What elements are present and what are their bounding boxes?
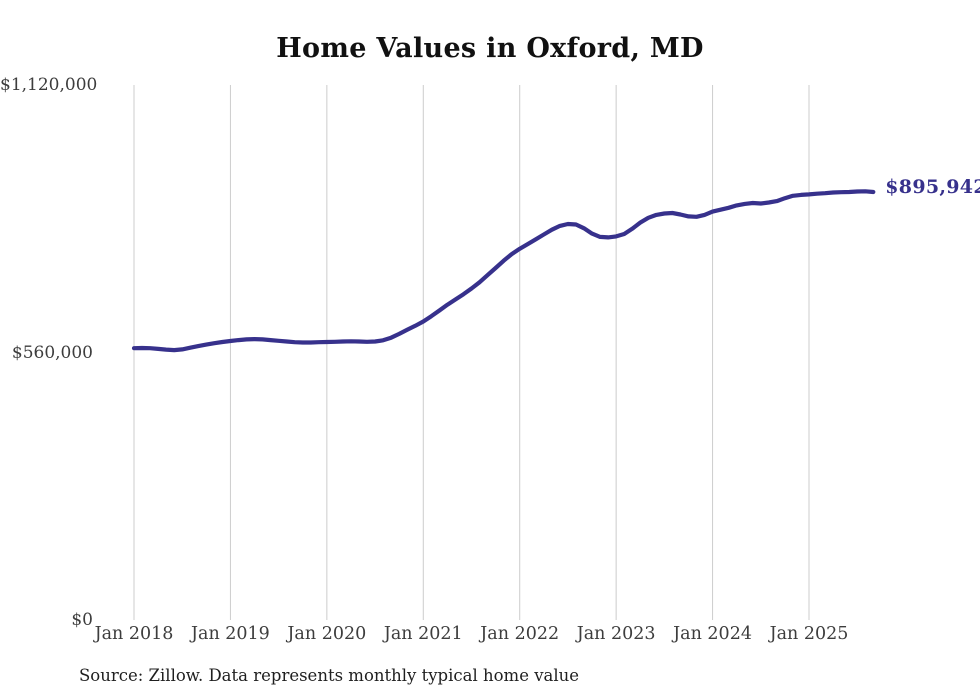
source-note: Source: Zillow. Data represents monthly … — [79, 666, 580, 685]
y-tick-label: $0 — [71, 610, 93, 630]
latest-value-label: $895,942 — [885, 176, 980, 199]
chart-title: Home Values in Oxford, MD — [276, 33, 704, 64]
y-tick-label: $1,120,000 — [0, 75, 98, 95]
x-tick-label: Jan 2020 — [287, 624, 367, 644]
home-value-line — [131, 189, 876, 353]
y-tick-label: $560,000 — [11, 342, 93, 363]
x-tick-label: Jan 2021 — [383, 624, 463, 644]
x-tick-label: Jan 2023 — [576, 624, 656, 644]
x-tick-label: Jan 2025 — [769, 624, 849, 644]
x-tick-label: Jan 2019 — [191, 624, 270, 644]
x-tick-label: Jan 2022 — [480, 624, 560, 644]
x-tick-label: Jan 2024 — [673, 624, 752, 644]
x-tick-label: Jan 2018 — [94, 624, 174, 644]
